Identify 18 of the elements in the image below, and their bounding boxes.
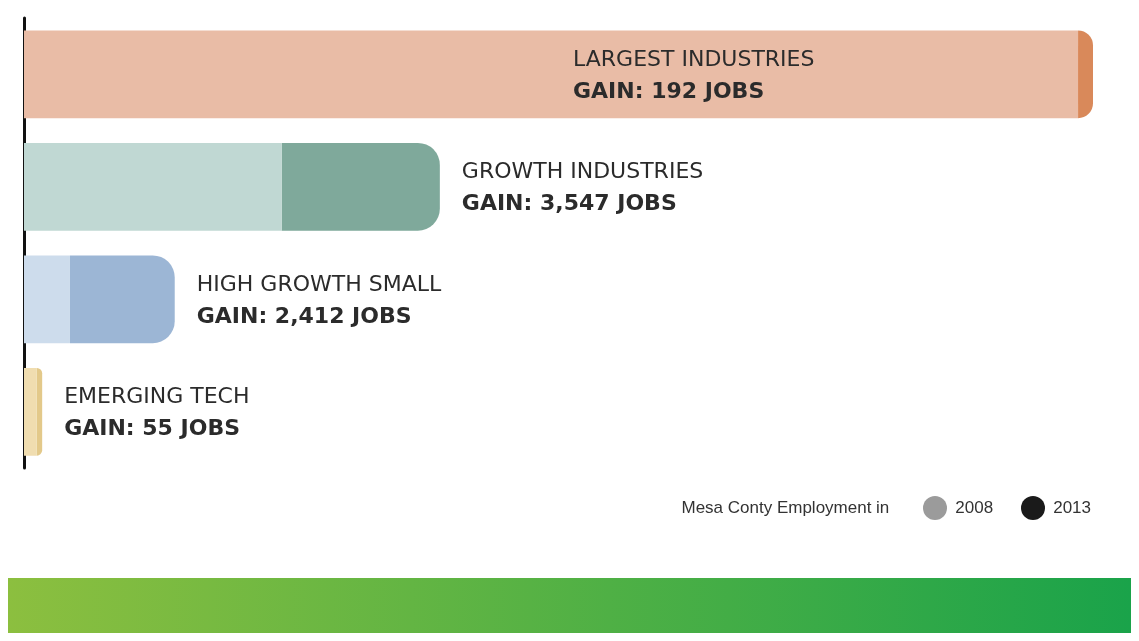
bar [24,255,70,344]
annotation: GAIN: 55 JOBS [64,415,241,441]
annotation: GAIN: 2,412 JOBS [196,302,412,328]
annotation: HIGH GROWTH SMALL [196,270,442,296]
text: 2013 [1053,498,1091,518]
bar [24,367,37,456]
legend-title: Mesa Conty Employment in [681,498,890,518]
annotation: GAIN: 192 JOBS [573,77,765,103]
bar [24,30,1079,119]
annotation: LARGEST INDUSTRIES [573,45,815,71]
text: 2008 [955,498,994,518]
annotation: EMERGING TECH [64,383,250,409]
annotation: GROWTH INDUSTRIES [461,158,704,184]
bar [69,255,175,344]
bar [281,142,440,231]
bar [36,367,43,456]
bar [24,142,282,231]
annotation: GAIN: 3,547 JOBS [461,190,677,216]
